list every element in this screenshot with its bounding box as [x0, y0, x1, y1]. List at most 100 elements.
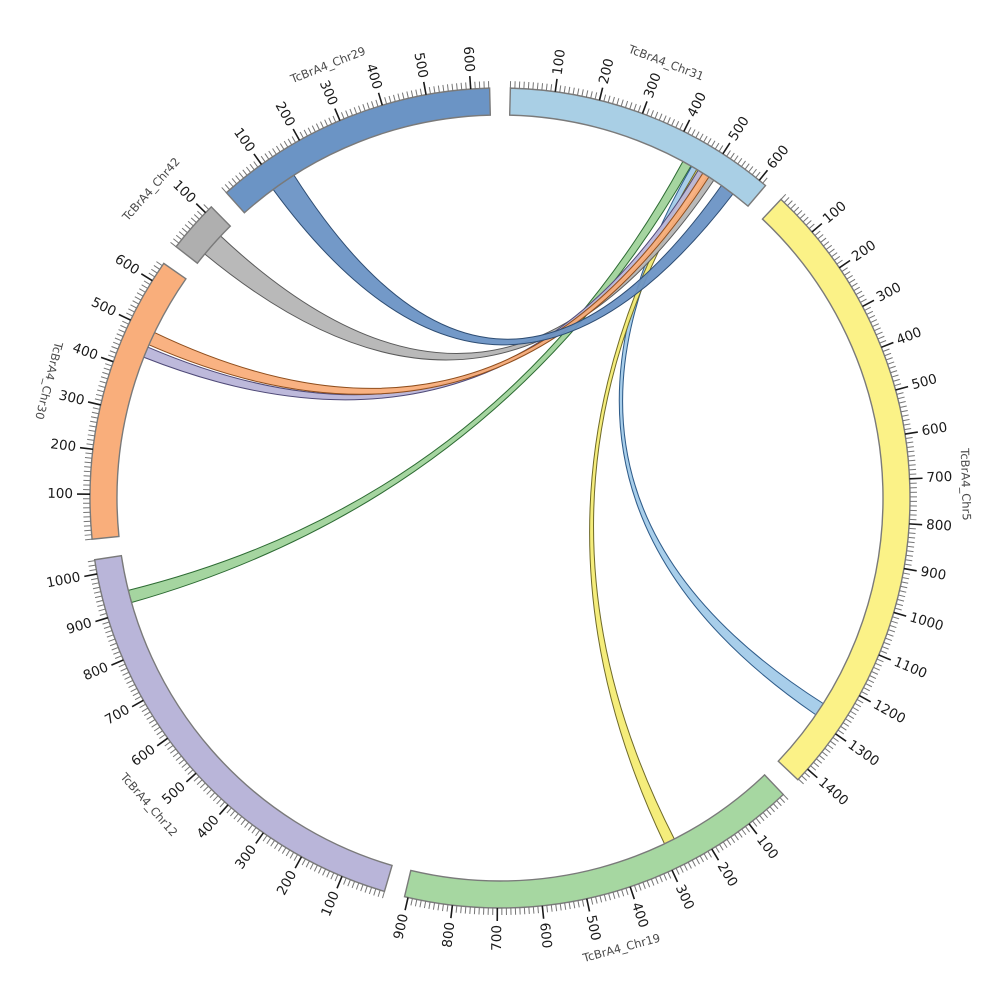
minor-tick — [89, 569, 97, 572]
minor-tick — [590, 897, 594, 905]
minor-tick — [184, 766, 191, 772]
minor-tick — [360, 884, 364, 892]
tick-label-TcBrA4_Chr30-100: 100 — [47, 486, 73, 502]
minor-tick — [581, 899, 585, 907]
minor-tick — [253, 161, 259, 168]
minor-tick — [358, 105, 362, 113]
minor-tick — [555, 904, 558, 912]
minor-tick — [384, 97, 388, 105]
minor-tick — [113, 341, 120, 346]
minor-tick — [887, 361, 895, 365]
major-tick — [95, 616, 109, 623]
minor-tick — [414, 899, 418, 907]
minor-tick — [88, 429, 96, 432]
minor-tick — [224, 184, 231, 191]
minor-tick — [116, 333, 124, 337]
minor-tick — [726, 150, 731, 157]
minor-tick — [212, 795, 219, 802]
major-tick — [140, 273, 153, 282]
minor-tick — [181, 762, 188, 768]
minor-tick — [221, 187, 227, 194]
minor-tick — [762, 812, 768, 819]
minor-tick — [124, 675, 132, 680]
minor-tick — [734, 834, 739, 841]
minor-tick — [729, 152, 735, 160]
minor-tick — [762, 177, 768, 184]
minor-tick — [585, 90, 589, 98]
minor-tick — [894, 383, 902, 387]
major-tick — [834, 733, 847, 742]
tick-label-TcBrA4_Chr5-900: 900 — [919, 564, 947, 584]
major-tick — [585, 898, 591, 912]
minor-tick — [908, 464, 916, 466]
minor-tick — [442, 84, 445, 92]
minor-tick — [730, 836, 736, 843]
tick-label-TcBrA4_Chr5-700: 700 — [926, 469, 953, 486]
major-tick — [255, 832, 264, 844]
minor-tick — [603, 894, 607, 902]
major-tick — [450, 905, 454, 919]
minor-tick — [87, 560, 95, 563]
minor-tick — [233, 813, 239, 820]
tick-label-TcBrA4_Chr12-900: 900 — [65, 615, 94, 638]
chromosome-arc-TcBrA4_Chr30 — [89, 262, 187, 540]
minor-tick — [722, 841, 728, 849]
major-tick — [895, 385, 909, 391]
minor-tick — [324, 119, 329, 127]
minor-tick — [751, 168, 757, 176]
minor-tick — [744, 163, 750, 170]
minor-tick — [245, 166, 252, 173]
minor-tick — [703, 853, 708, 860]
minor-tick — [419, 88, 423, 96]
minor-tick — [907, 450, 915, 453]
minor-tick — [92, 407, 100, 410]
minor-tick — [90, 416, 98, 419]
minor-tick — [85, 452, 93, 455]
minor-tick — [164, 741, 171, 747]
minor-tick — [136, 292, 144, 297]
minor-tick — [326, 870, 331, 878]
minor-tick — [799, 213, 806, 219]
minor-tick — [148, 719, 156, 724]
minor-tick — [122, 320, 129, 325]
minor-tick — [703, 135, 708, 143]
minor-tick — [855, 290, 863, 296]
tick-label-TcBrA4_Chr29-400: 400 — [362, 62, 385, 91]
minor-tick — [546, 905, 549, 913]
minor-tick — [907, 545, 915, 548]
minor-tick — [109, 350, 117, 354]
minor-tick — [355, 882, 360, 890]
minor-tick — [406, 91, 409, 99]
minor-tick — [900, 585, 908, 589]
minor-tick — [825, 244, 833, 250]
minor-tick — [228, 181, 234, 188]
minor-tick — [97, 389, 105, 393]
minor-tick — [122, 671, 130, 676]
minor-tick — [281, 847, 287, 854]
minor-tick — [846, 274, 853, 280]
minor-tick — [143, 280, 151, 285]
minor-tick — [897, 598, 905, 602]
minor-tick — [283, 140, 289, 148]
minor-tick — [772, 803, 779, 810]
minor-tick — [869, 675, 877, 679]
minor-tick — [328, 117, 333, 125]
minor-tick — [831, 252, 838, 258]
minor-tick — [766, 809, 772, 816]
major-tick — [336, 876, 343, 889]
minor-tick — [465, 82, 467, 90]
minor-tick — [908, 536, 916, 539]
minor-tick — [594, 92, 598, 100]
minor-tick — [178, 231, 185, 237]
minor-tick — [102, 621, 110, 625]
minor-tick — [159, 734, 166, 739]
minor-tick — [118, 663, 126, 668]
minor-tick — [309, 862, 314, 870]
minor-tick — [655, 877, 659, 885]
minor-tick — [99, 380, 107, 384]
minor-tick — [737, 831, 743, 838]
minor-tick — [139, 703, 146, 709]
minor-tick — [94, 595, 102, 599]
minor-tick — [874, 327, 881, 332]
